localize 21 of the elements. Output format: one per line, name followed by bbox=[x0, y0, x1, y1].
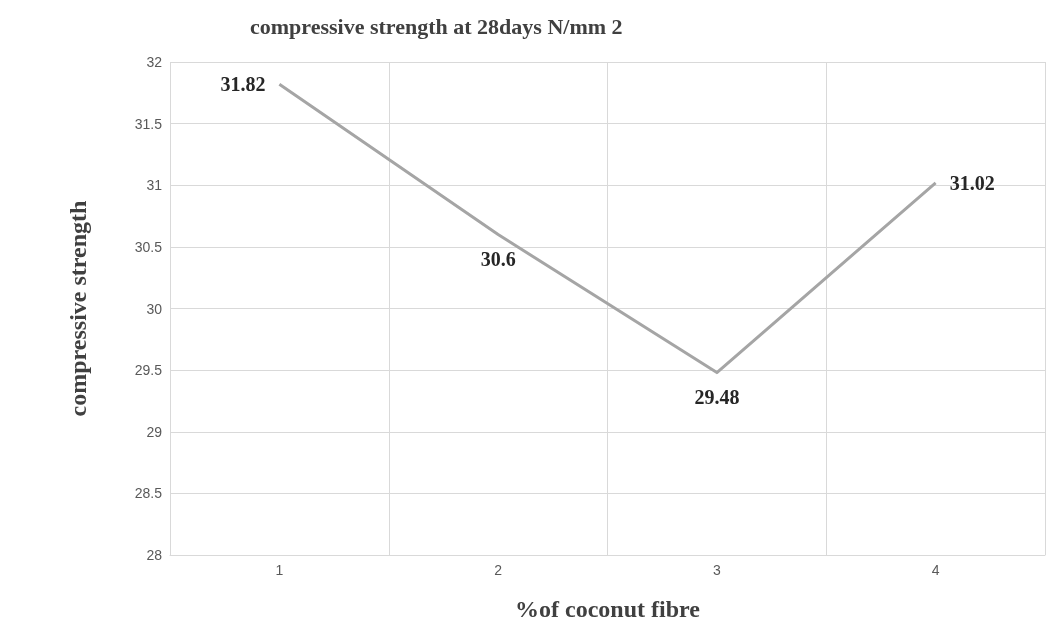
y-tick-label: 29 bbox=[146, 423, 163, 440]
line-series bbox=[277, 82, 938, 375]
y-tick-label: 28.5 bbox=[134, 485, 163, 502]
y-tick-label: 29.5 bbox=[134, 362, 163, 379]
y-tick-label: 32 bbox=[146, 54, 163, 70]
data-label: 31.02 bbox=[949, 171, 995, 194]
data-label: 31.82 bbox=[220, 73, 266, 96]
chart-title: compressive strength at 28days N/mm 2 bbox=[250, 13, 623, 39]
x-axis-title: %of coconut fibre bbox=[515, 596, 701, 622]
y-tick-label: 31.5 bbox=[134, 115, 163, 132]
data-label: 30.6 bbox=[480, 247, 516, 270]
y-tick-label: 30 bbox=[146, 300, 163, 317]
y-tick-label: 28 bbox=[146, 547, 163, 563]
data-label: 29.48 bbox=[694, 385, 740, 408]
y-tick-label: 30.5 bbox=[134, 238, 163, 255]
y-axis-title: compressive strength bbox=[65, 200, 91, 417]
x-tick-label: 4 bbox=[931, 562, 940, 578]
x-tick-label: 2 bbox=[494, 562, 503, 578]
x-tick-label: 3 bbox=[712, 562, 721, 578]
y-tick-label: 31 bbox=[146, 177, 163, 194]
x-tick-label: 1 bbox=[275, 562, 284, 578]
